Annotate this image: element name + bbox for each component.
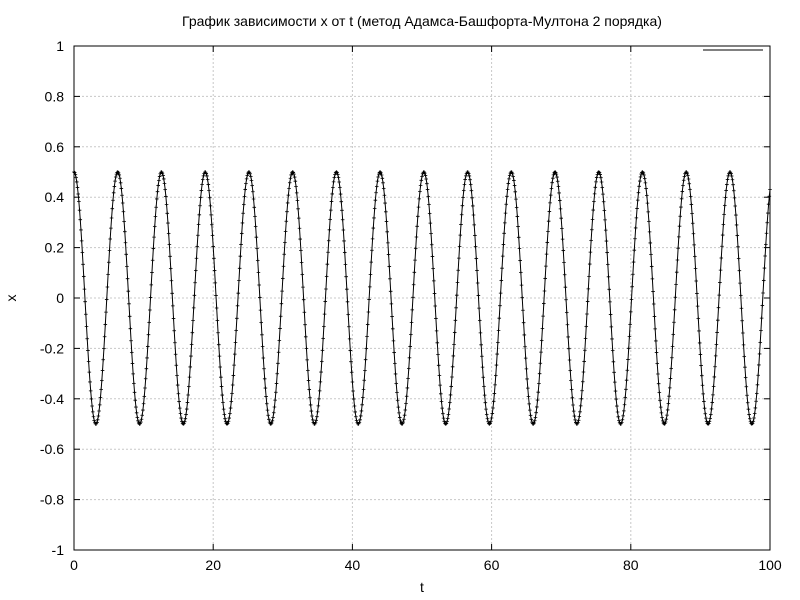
y-tick-label: 0.2 (45, 240, 65, 256)
y-tick-label: 1 (56, 38, 64, 54)
x-tick-label: 20 (205, 557, 221, 573)
x-tick-label: 0 (70, 557, 78, 573)
y-tick-label: -1 (52, 542, 65, 558)
x-tick-label: 100 (758, 557, 782, 573)
x-tick-label: 60 (484, 557, 500, 573)
y-tick-label: 0 (56, 290, 64, 306)
y-tick-label: 0.6 (45, 139, 65, 155)
chart-title: График зависимости x от t (метод Адамса-… (182, 13, 662, 29)
y-axis-label: x (3, 295, 19, 302)
y-tick-label: -0.4 (40, 391, 64, 407)
y-tick-label: -0.8 (40, 492, 64, 508)
y-tick-label: 0.4 (45, 189, 65, 205)
x-tick-label: 40 (345, 557, 361, 573)
y-tick-label: -0.6 (40, 441, 64, 457)
plot-frame (73, 45, 771, 551)
axis-ticks: 0 20 40 60 80 100 1 0.8 0.6 0.4 0.2 0 -0.2 -0.4 -0.6 -0… (40, 38, 782, 573)
x-axis-label: t (420, 579, 424, 595)
y-tick-label: 0.8 (45, 88, 65, 104)
x-tick-label: 80 (623, 557, 639, 573)
y-tick-label: -0.2 (40, 340, 64, 356)
grid (74, 46, 770, 550)
